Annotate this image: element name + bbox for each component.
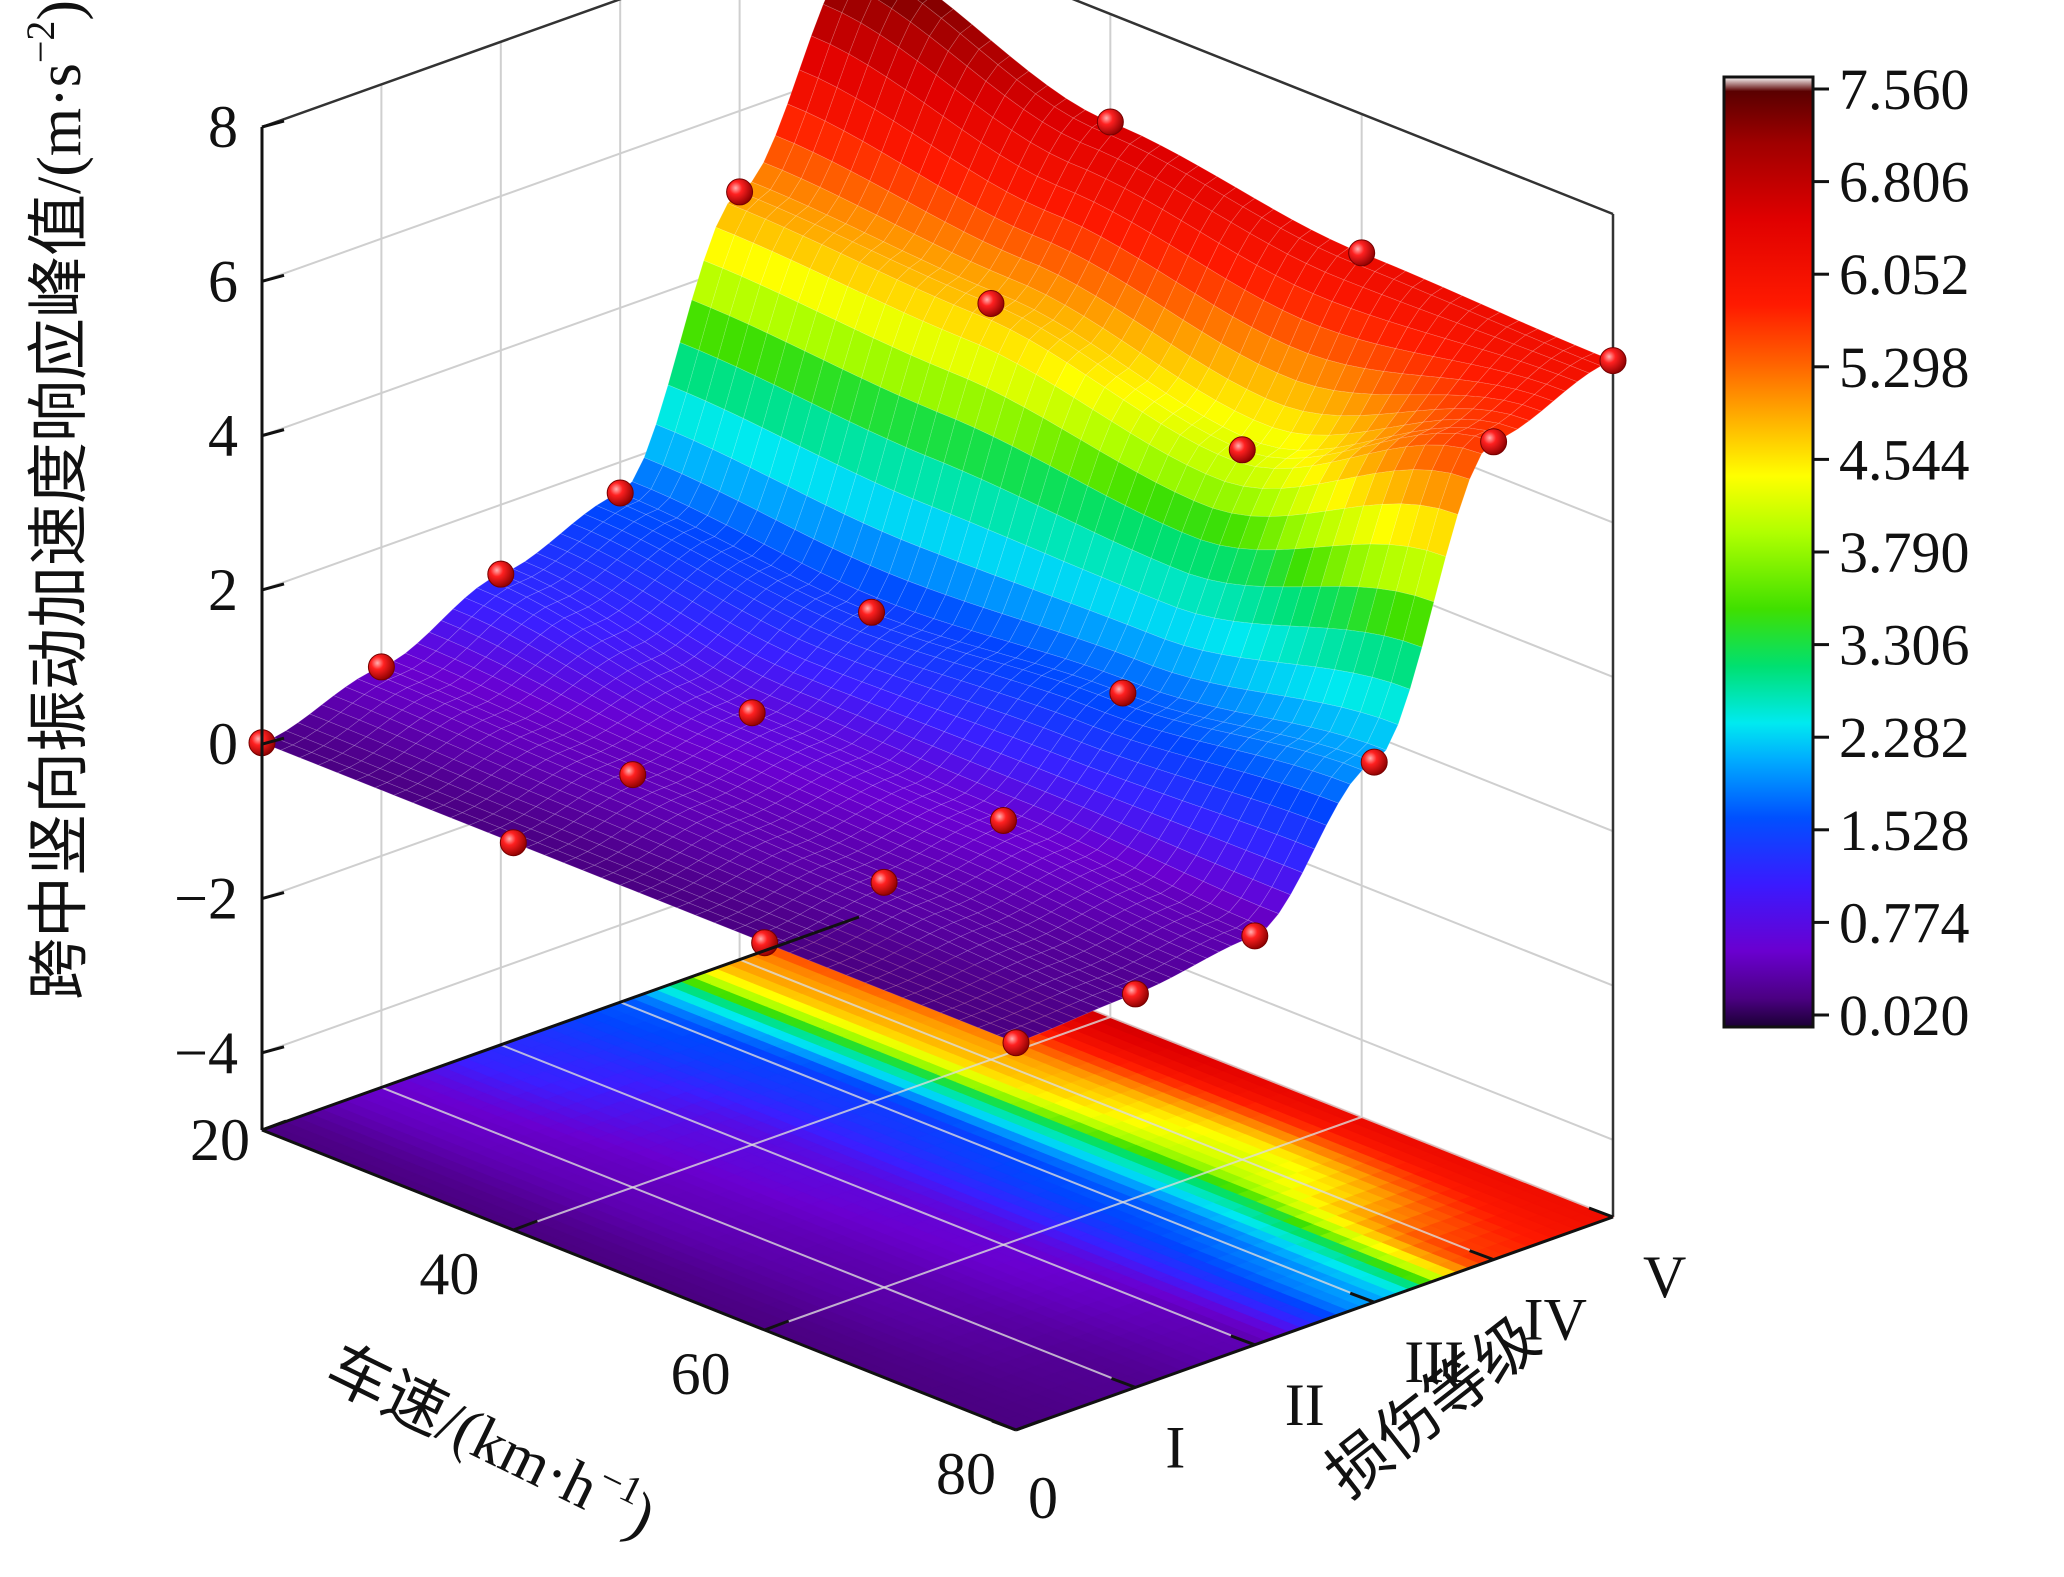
colorbar-tick-label: 3.306 (1839, 613, 1970, 678)
colorbar-tick-label: 1.528 (1839, 798, 1970, 863)
data-point (1348, 239, 1376, 267)
data-point (1480, 428, 1508, 456)
data-point (989, 806, 1017, 834)
colorbar: 7.560 6.806 6.052 5.298 4.544 3.790 3.306 2.282… (1722, 57, 1970, 1048)
floor-grid-y (381, 1086, 1136, 1389)
data-point (977, 289, 1005, 317)
x-tick-label: 80 (936, 1441, 996, 1507)
data-point (487, 560, 515, 588)
data-point (367, 653, 395, 681)
top-back-edge (1071, 0, 1614, 216)
surface-cell (1557, 365, 1590, 383)
data-point (1096, 108, 1124, 136)
z-axis-label-tail: ) (26, 0, 94, 21)
colorbar-tick-label: 0.774 (1839, 890, 1970, 955)
z-tick-label: 8 (208, 94, 238, 160)
y-tick-label: I (1165, 1414, 1185, 1480)
colorbar-tick-label: 5.298 (1839, 335, 1970, 400)
top-left-edge (261, 0, 622, 129)
z-axis-label: 跨中竖向振动加速度响应峰值/(m·s (26, 63, 94, 1000)
floor-grid-y (619, 1001, 1375, 1304)
floor-grid-y (739, 958, 1494, 1261)
colorbar-tick-label: 4.544 (1839, 427, 1970, 492)
colorbar-ticks: 7.560 6.806 6.052 5.298 4.544 3.790 3.306 2.282… (1813, 57, 1970, 1048)
z-axis-label-sup: −2 (18, 21, 63, 64)
z-tick-label: −2 (174, 866, 238, 932)
data-point (1228, 436, 1256, 464)
colorbar-tick-label: 6.052 (1839, 242, 1970, 307)
surface-cell (877, 0, 898, 10)
svg-text:车速/(km·h−1): 车速/(km·h−1) (316, 1326, 669, 1550)
data-point (1109, 679, 1137, 707)
data-point (738, 699, 766, 727)
x-tick-label: 40 (419, 1241, 479, 1307)
colorbar-tick-label: 2.282 (1839, 705, 1970, 770)
grid-line-left-z (261, 67, 860, 283)
z-tick-label: 6 (208, 248, 238, 314)
x-tick-label: 60 (671, 1341, 731, 1407)
surface-cell (1545, 374, 1578, 392)
floor-grid-y (500, 1043, 1256, 1346)
x-tick-label: 20 (190, 1107, 250, 1173)
data-point (870, 868, 898, 896)
data-point (1360, 748, 1388, 776)
x-axis-title: 车速/(km·h−1) (316, 1326, 669, 1550)
data-point (1121, 980, 1149, 1008)
data-point (1599, 347, 1627, 375)
surface-cell (917, 0, 928, 4)
x-axis-label: 车速/(km·h (316, 1333, 609, 1522)
data-point (858, 598, 886, 626)
data-point (499, 829, 527, 857)
y-tick-label: V (1643, 1244, 1686, 1310)
data-point (726, 178, 754, 206)
y-tick-label: II (1285, 1372, 1325, 1438)
colorbar-gradient (1722, 75, 1815, 1029)
colorbar-tick-label: 3.790 (1839, 520, 1970, 585)
colorbar-tick-label: 6.806 (1839, 150, 1970, 215)
data-point (619, 761, 647, 789)
data-point (1241, 922, 1269, 950)
y-tick-label: 0 (1028, 1465, 1058, 1531)
data-point (606, 479, 634, 507)
z-tick-label: 4 (208, 403, 238, 469)
colorbar-tick-label: 0.020 (1839, 983, 1970, 1048)
z-tick-label: 2 (208, 557, 238, 623)
surface-cell (841, 0, 872, 24)
colorbar-tick-label: 7.560 (1839, 57, 1970, 122)
z-tick-label: −4 (174, 1020, 238, 1086)
z-tick-label: 0 (208, 711, 238, 777)
floor-grid-x (764, 1116, 1363, 1331)
svg-text:跨中竖向振动加速度响应峰值/(m·s−2): 跨中竖向振动加速度响应峰值/(m·s−2) (18, 0, 94, 1000)
surface-mesh (261, 0, 1614, 1044)
z-axis-title: 跨中竖向振动加速度响应峰值/(m·s−2) (18, 0, 94, 1000)
data-point (1002, 1029, 1030, 1057)
